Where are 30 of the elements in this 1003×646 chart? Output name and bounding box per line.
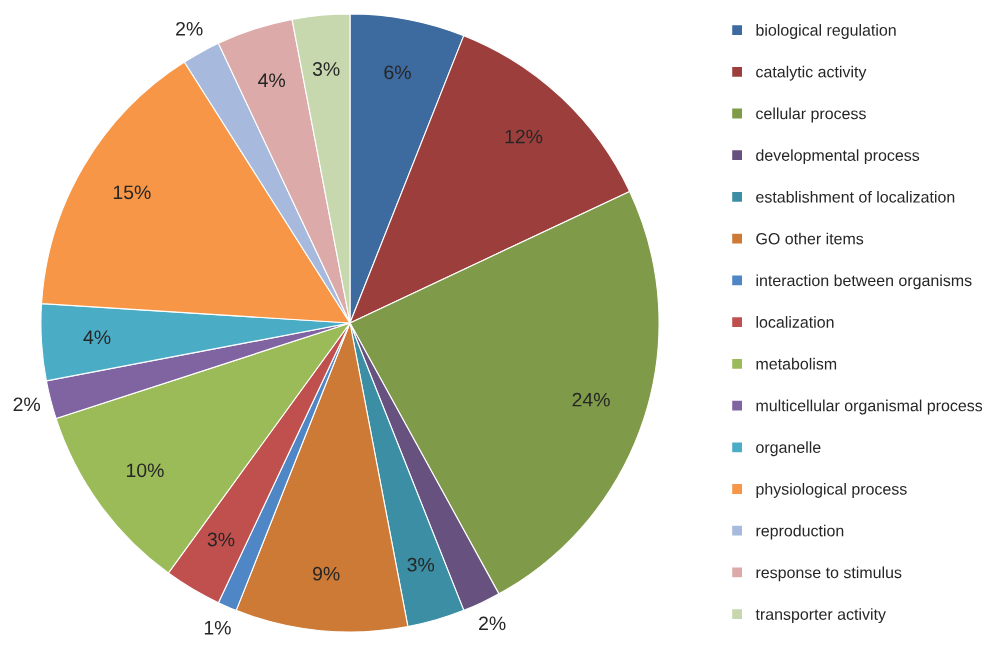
legend-label: GO other items bbox=[756, 232, 864, 245]
legend-label: metabolism bbox=[756, 357, 837, 370]
legend-label: multicellular organismal process bbox=[756, 399, 983, 415]
legend-label: biological regulation bbox=[756, 24, 896, 39]
data-label: 24% bbox=[572, 392, 610, 407]
legend-label: response to stimulus bbox=[756, 566, 902, 582]
legend-label: physiological process bbox=[756, 483, 907, 498]
legend-label: cellular process bbox=[756, 107, 866, 123]
data-label: 1% bbox=[204, 620, 231, 635]
legend-label: reproduction bbox=[756, 524, 844, 540]
legend-label: establishment of localization bbox=[756, 190, 955, 203]
data-label: 3% bbox=[207, 532, 235, 547]
data-label: 3% bbox=[407, 557, 435, 572]
data-label: 2% bbox=[479, 616, 506, 631]
data-label: 15% bbox=[113, 185, 151, 200]
data-label: 6% bbox=[384, 65, 411, 80]
legend-label: transporter activity bbox=[755, 608, 886, 624]
data-label: 3% bbox=[312, 62, 340, 76]
data-label: 4% bbox=[258, 73, 286, 88]
legend-label: developmental process bbox=[756, 149, 920, 165]
legend-label: localization bbox=[756, 316, 834, 328]
legend-label: interaction between organisms bbox=[756, 274, 972, 290]
legend-label: catalytic activity bbox=[756, 65, 867, 81]
data-label: 10% bbox=[126, 463, 164, 478]
data-label: 4% bbox=[83, 330, 111, 345]
data-label: 2% bbox=[176, 21, 203, 36]
data-label: 9% bbox=[313, 566, 340, 581]
data-label: 2% bbox=[13, 397, 41, 412]
legend-label: organelle bbox=[756, 441, 821, 457]
data-label: 12% bbox=[505, 129, 543, 144]
